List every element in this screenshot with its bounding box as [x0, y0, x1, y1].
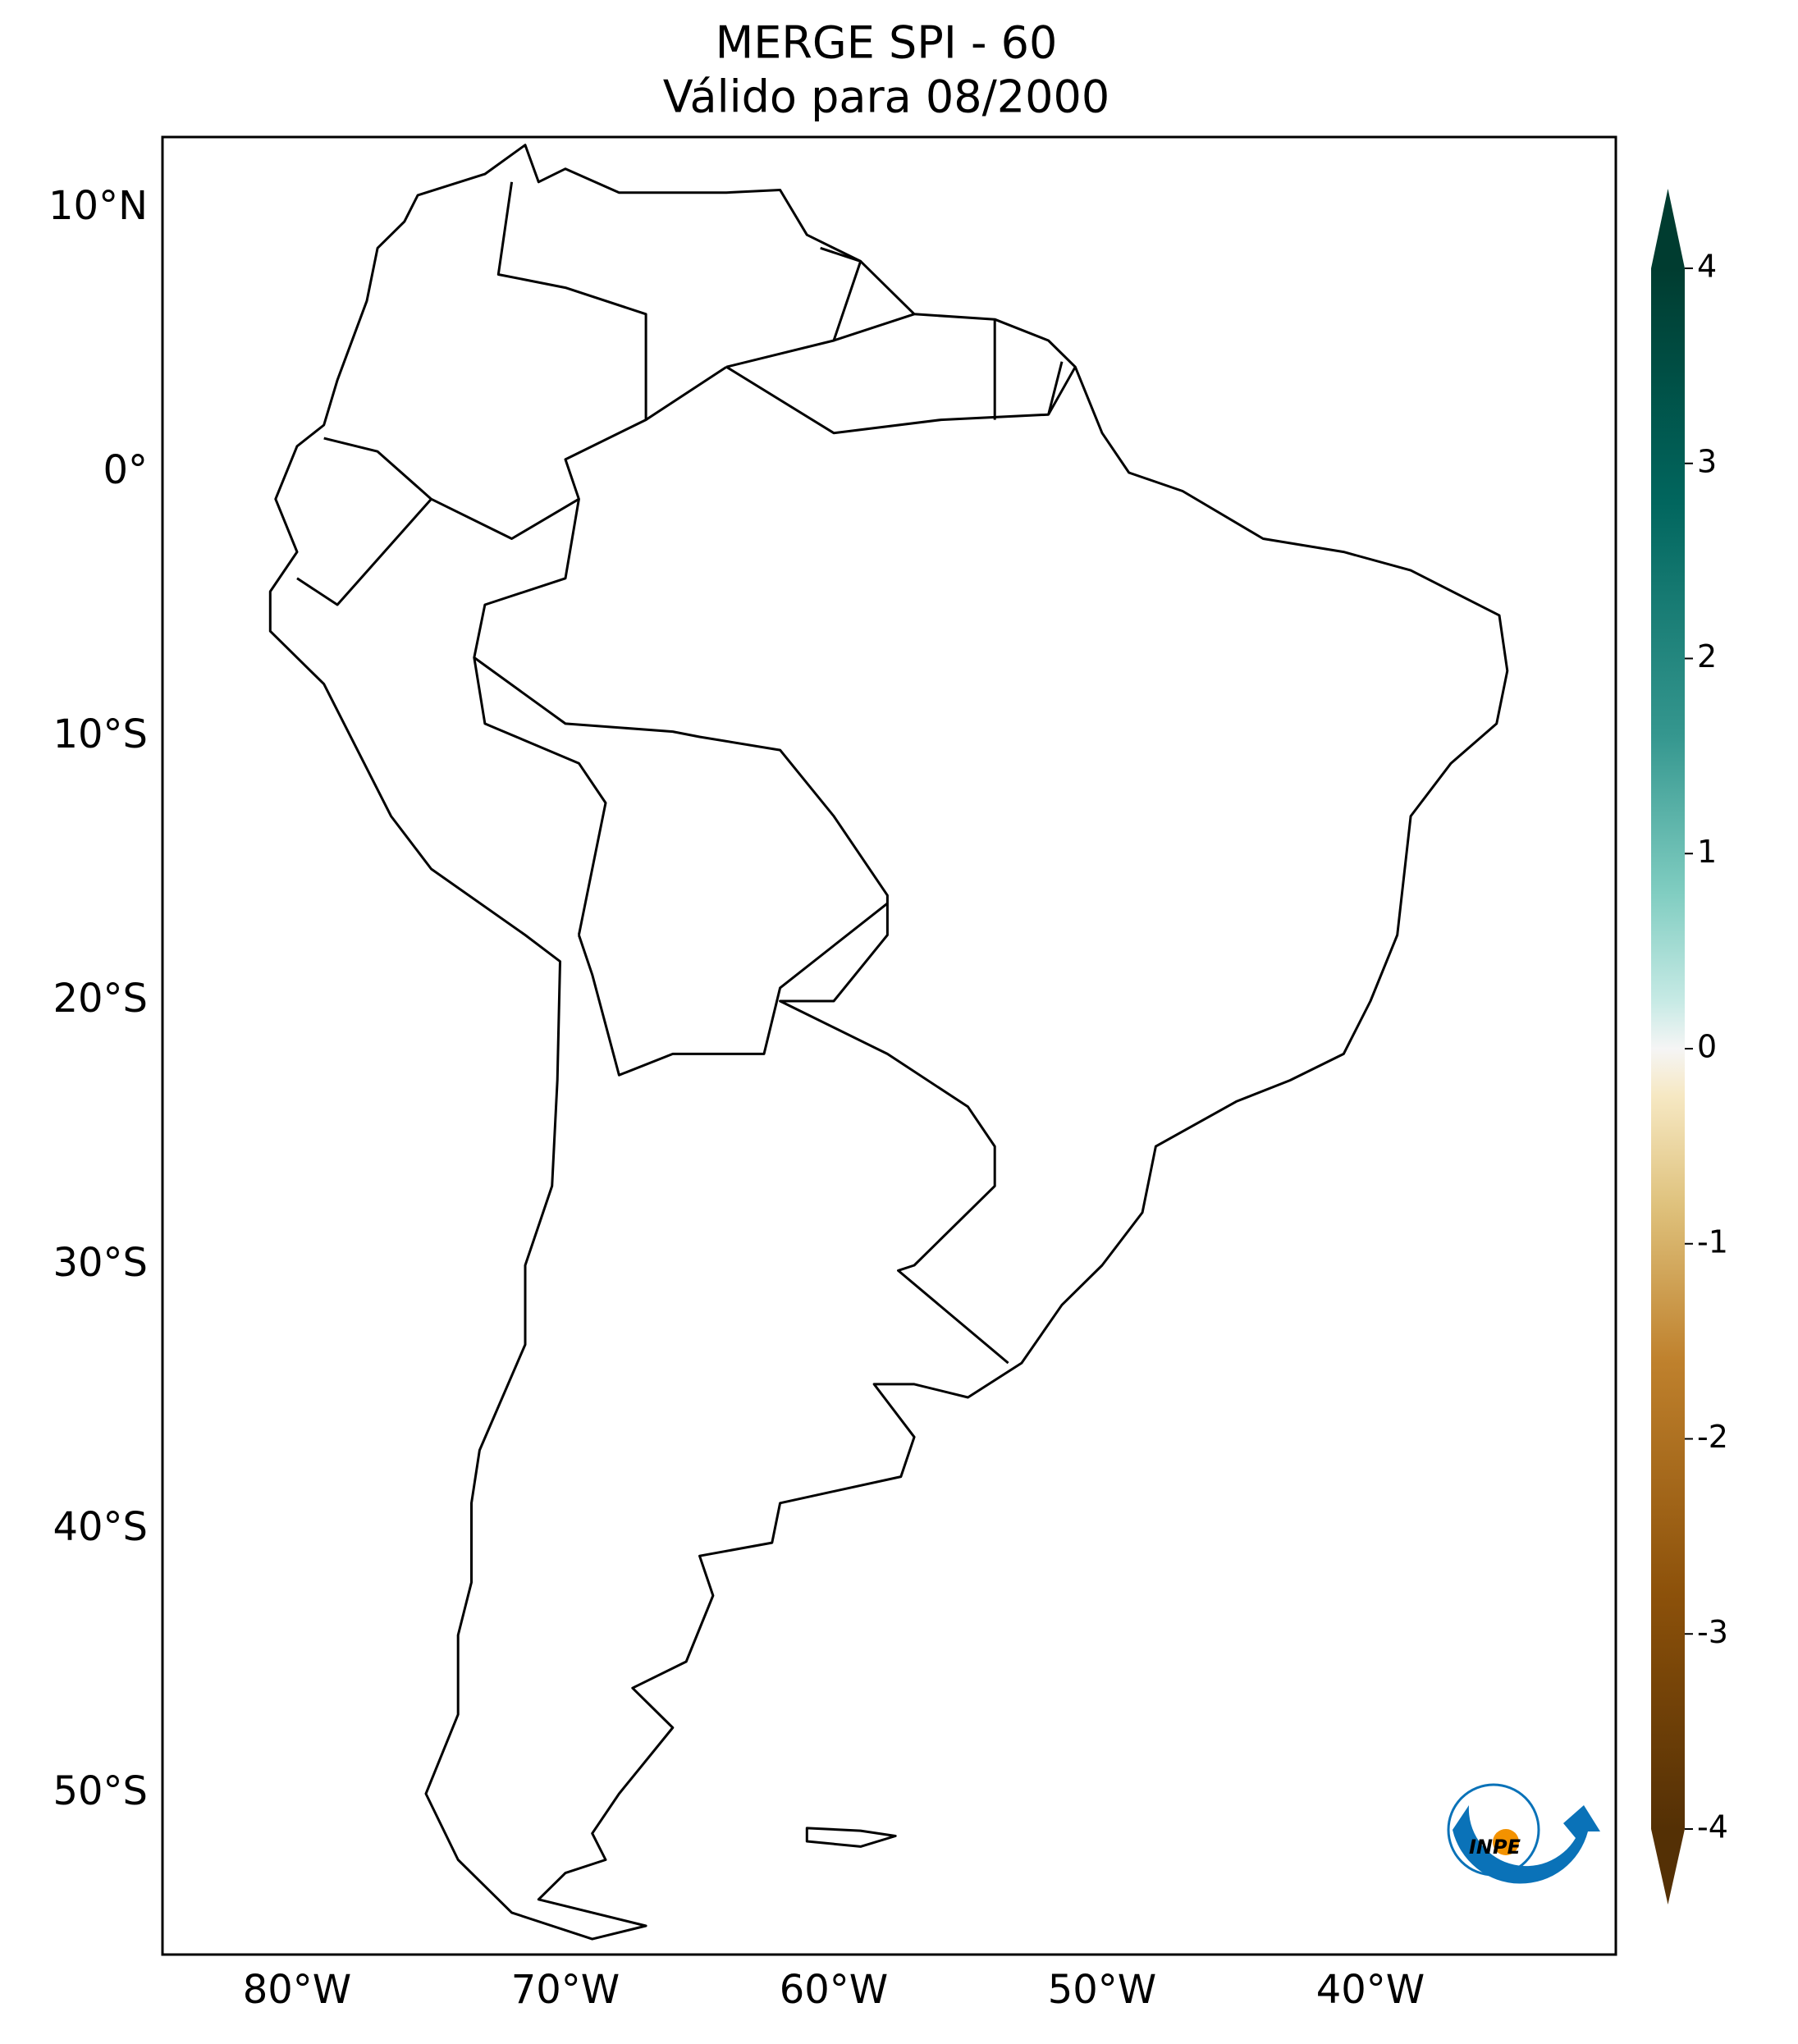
- border: [473, 656, 1009, 1365]
- colorbar-tick-label: 1: [1697, 834, 1717, 870]
- border: [725, 246, 862, 368]
- colorbar-tick-label: -3: [1697, 1614, 1728, 1650]
- coastline: [268, 144, 1509, 1941]
- subtitle: Válido para 08/2000: [663, 71, 1109, 123]
- lon-label: 70°W: [511, 1967, 620, 2013]
- colorbar-extend-top: [1651, 189, 1685, 268]
- lon-label: 80°W: [243, 1967, 352, 2013]
- colorbar-tick-label: 2: [1697, 638, 1717, 674]
- border: [577, 902, 889, 1077]
- colorbar-tick-label: -1: [1697, 1223, 1728, 1260]
- border: [473, 181, 647, 935]
- map: [268, 144, 1509, 1941]
- colorbar-tick-label: -2: [1697, 1419, 1728, 1455]
- title: MERGE SPI - 60: [716, 17, 1058, 69]
- lat-label: 0°: [103, 447, 148, 493]
- colorbar-tick-label: -4: [1697, 1809, 1728, 1845]
- border: [725, 365, 1077, 435]
- colorbar-extend-bottom: [1651, 1829, 1685, 1905]
- border: [296, 498, 432, 606]
- lon-label: 60°W: [780, 1967, 889, 2013]
- colorbar-tick-label: 0: [1697, 1029, 1717, 1065]
- lat-label: 30°S: [53, 1240, 148, 1286]
- logo-dot: [1493, 1829, 1519, 1855]
- colorbar-tick-label: 4: [1697, 249, 1717, 285]
- map-frame: [161, 135, 1617, 1956]
- colorbar: [1651, 268, 1685, 1829]
- lat-label: 10°N: [48, 183, 148, 229]
- lon-label: 50°W: [1048, 1967, 1157, 2013]
- lat-label: 10°S: [53, 711, 148, 757]
- logo: INPE: [1447, 1783, 1600, 1884]
- island: [805, 1827, 897, 1848]
- lat-label: 50°S: [53, 1768, 148, 1814]
- logo-arc: [1453, 1805, 1600, 1884]
- border: [833, 313, 915, 342]
- lon-label: 40°W: [1316, 1967, 1425, 2013]
- logo-ring: [1447, 1783, 1540, 1877]
- border: [645, 365, 728, 421]
- logo-text: INPE: [1469, 1836, 1521, 1859]
- lat-label: 20°S: [53, 976, 148, 1022]
- lat-label: 40°S: [53, 1504, 148, 1550]
- border: [1047, 361, 1064, 415]
- colorbar-tick-label: 3: [1697, 443, 1717, 479]
